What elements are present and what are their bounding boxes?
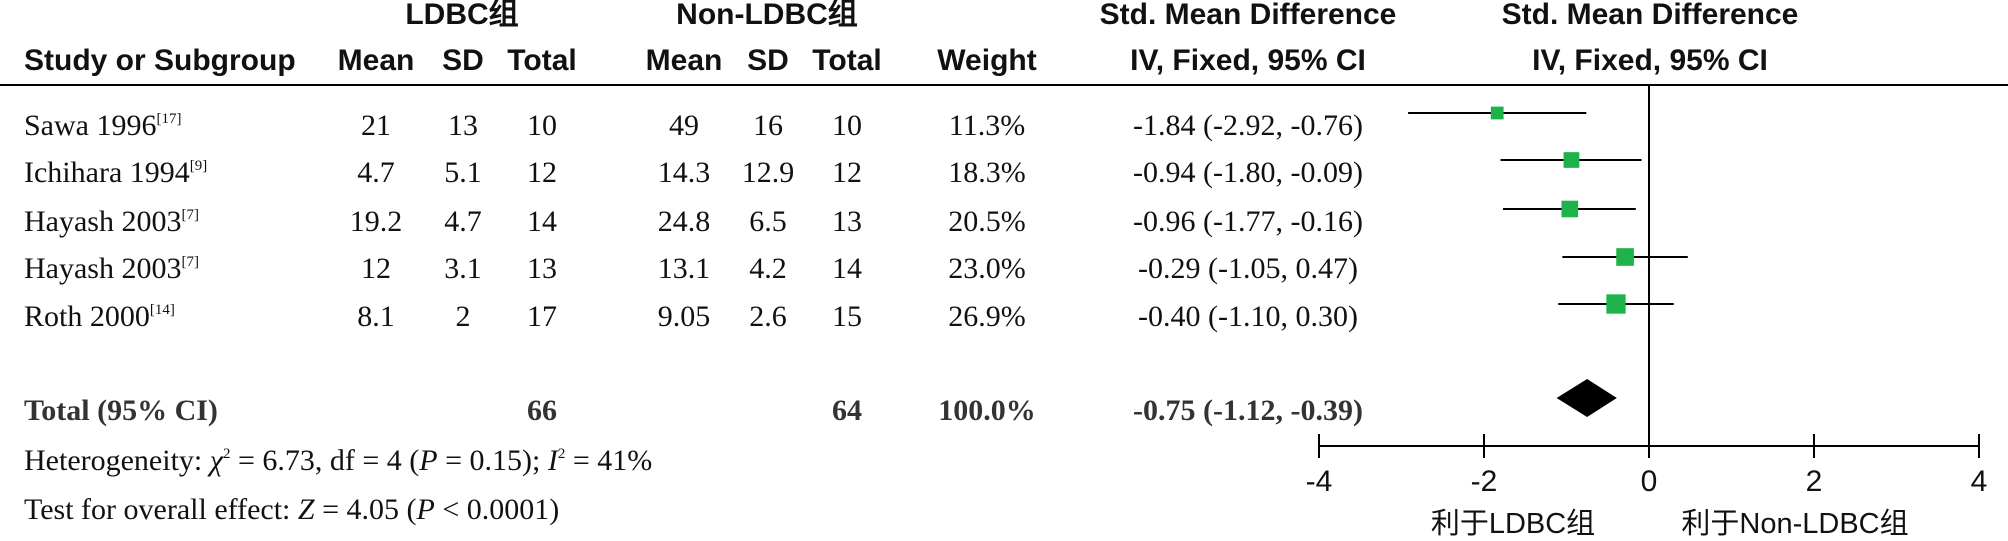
total2-cell: 15 — [832, 300, 862, 333]
x-tick-label: -4 — [1306, 465, 1333, 498]
total2-sum: 64 — [832, 394, 862, 427]
mean1-cell: 8.1 — [357, 300, 395, 333]
total1-cell: 13 — [527, 252, 557, 285]
total2-cell: 10 — [832, 109, 862, 142]
sd1-cell: 13 — [448, 109, 478, 142]
sd2-cell: 16 — [753, 109, 783, 142]
mean2-cell: 13.1 — [657, 252, 711, 285]
study-name: Roth 2000[14] — [24, 300, 175, 333]
total2-cell: 12 — [832, 156, 862, 189]
ci-cell: -0.29 (-1.05, 0.47) — [1138, 252, 1358, 285]
mean1-cell: 4.7 — [357, 156, 395, 189]
total1-cell: 12 — [527, 156, 557, 189]
ci-cell: -1.84 (-2.92, -0.76) — [1133, 109, 1363, 142]
total1-sum: 66 — [527, 394, 557, 427]
weight-cell: 11.3% — [948, 109, 1026, 142]
mean2-cell: 24.8 — [657, 205, 711, 238]
mean1-cell: 12 — [361, 252, 391, 285]
heterogeneity-text: Heterogeneity: χ2 = 6.73, df = 4 (P = 0.… — [24, 444, 653, 477]
mean1-header: Mean — [337, 44, 415, 77]
sd2-header: SD — [747, 44, 789, 77]
study-name: Hayash 2003[7] — [24, 252, 199, 285]
total1-cell: 10 — [527, 109, 557, 142]
sd1-cell: 4.7 — [444, 205, 482, 238]
total-weight: 100.0% — [938, 394, 1036, 427]
pooled-diamond — [1556, 379, 1617, 417]
group2-header: Non-LDBC组 — [676, 0, 858, 31]
sd2-cell: 12.9 — [741, 156, 795, 189]
weight-header: Weight — [937, 44, 1037, 77]
sd2-cell: 6.5 — [749, 205, 787, 238]
sd1-cell: 2 — [455, 300, 471, 333]
total2-header: Total — [812, 44, 882, 77]
overall-effect-text: Test for overall effect: Z = 4.05 (P < 0… — [24, 493, 560, 526]
total-ci: -0.75 (-1.12, -0.39) — [1133, 394, 1363, 427]
mean2-cell: 14.3 — [657, 156, 711, 189]
total-label: Total (95% CI) — [24, 394, 218, 427]
favours-right-label: 利于Non-LDBC组 — [1681, 508, 1909, 540]
x-tick-label: 4 — [1971, 465, 1988, 498]
x-tick-label: 0 — [1641, 465, 1658, 498]
ci-cell: -0.40 (-1.10, 0.30) — [1138, 300, 1358, 333]
study-name: Sawa 1996[17] — [24, 109, 182, 142]
weight-cell: 18.3% — [948, 156, 1026, 189]
mean2-cell: 9.05 — [657, 300, 711, 333]
weight-cell: 20.5% — [948, 205, 1026, 238]
mean1-cell: 21 — [361, 109, 391, 142]
header-rule — [0, 84, 2008, 86]
smd-header-right: Std. Mean Difference — [1501, 0, 1799, 31]
total2-cell: 13 — [832, 205, 862, 238]
total2-cell: 14 — [832, 252, 862, 285]
favours-left-label: 利于LDBC组 — [1430, 508, 1596, 540]
total1-header: Total — [507, 44, 577, 77]
study-name: Ichihara 1994[9] — [24, 156, 208, 189]
ci-cell: -0.96 (-1.77, -0.16) — [1133, 205, 1363, 238]
sd2-cell: 4.2 — [749, 252, 787, 285]
study-name: Hayash 2003[7] — [24, 205, 199, 238]
mean1-cell: 19.2 — [349, 205, 403, 238]
ci-header: IV, Fixed, 95% CI — [1130, 44, 1366, 77]
point-estimate-marker — [1606, 294, 1626, 314]
ci-cell: -0.94 (-1.80, -0.09) — [1133, 156, 1363, 189]
sd1-header: SD — [442, 44, 484, 77]
weight-cell: 26.9% — [948, 300, 1026, 333]
sd1-cell: 3.1 — [444, 252, 482, 285]
mean2-header: Mean — [645, 44, 723, 77]
x-tick-label: -2 — [1471, 465, 1498, 498]
sd1-cell: 5.1 — [444, 156, 482, 189]
total1-cell: 14 — [527, 205, 557, 238]
study-col-header: Study or Subgroup — [24, 44, 296, 77]
total1-cell: 17 — [527, 300, 557, 333]
point-estimate-marker — [1563, 152, 1580, 168]
point-estimate-marker — [1561, 200, 1579, 218]
group1-header: LDBC组 — [405, 0, 519, 31]
point-estimate-marker — [1616, 248, 1634, 266]
point-estimate-marker — [1490, 106, 1504, 120]
x-tick-label: 2 — [1806, 465, 1823, 498]
mean2-cell: 49 — [669, 109, 699, 142]
plot-ci-header: IV, Fixed, 95% CI — [1532, 44, 1768, 77]
weight-cell: 23.0% — [948, 252, 1026, 285]
sd2-cell: 2.6 — [749, 300, 787, 333]
smd-header-left: Std. Mean Difference — [1099, 0, 1397, 31]
